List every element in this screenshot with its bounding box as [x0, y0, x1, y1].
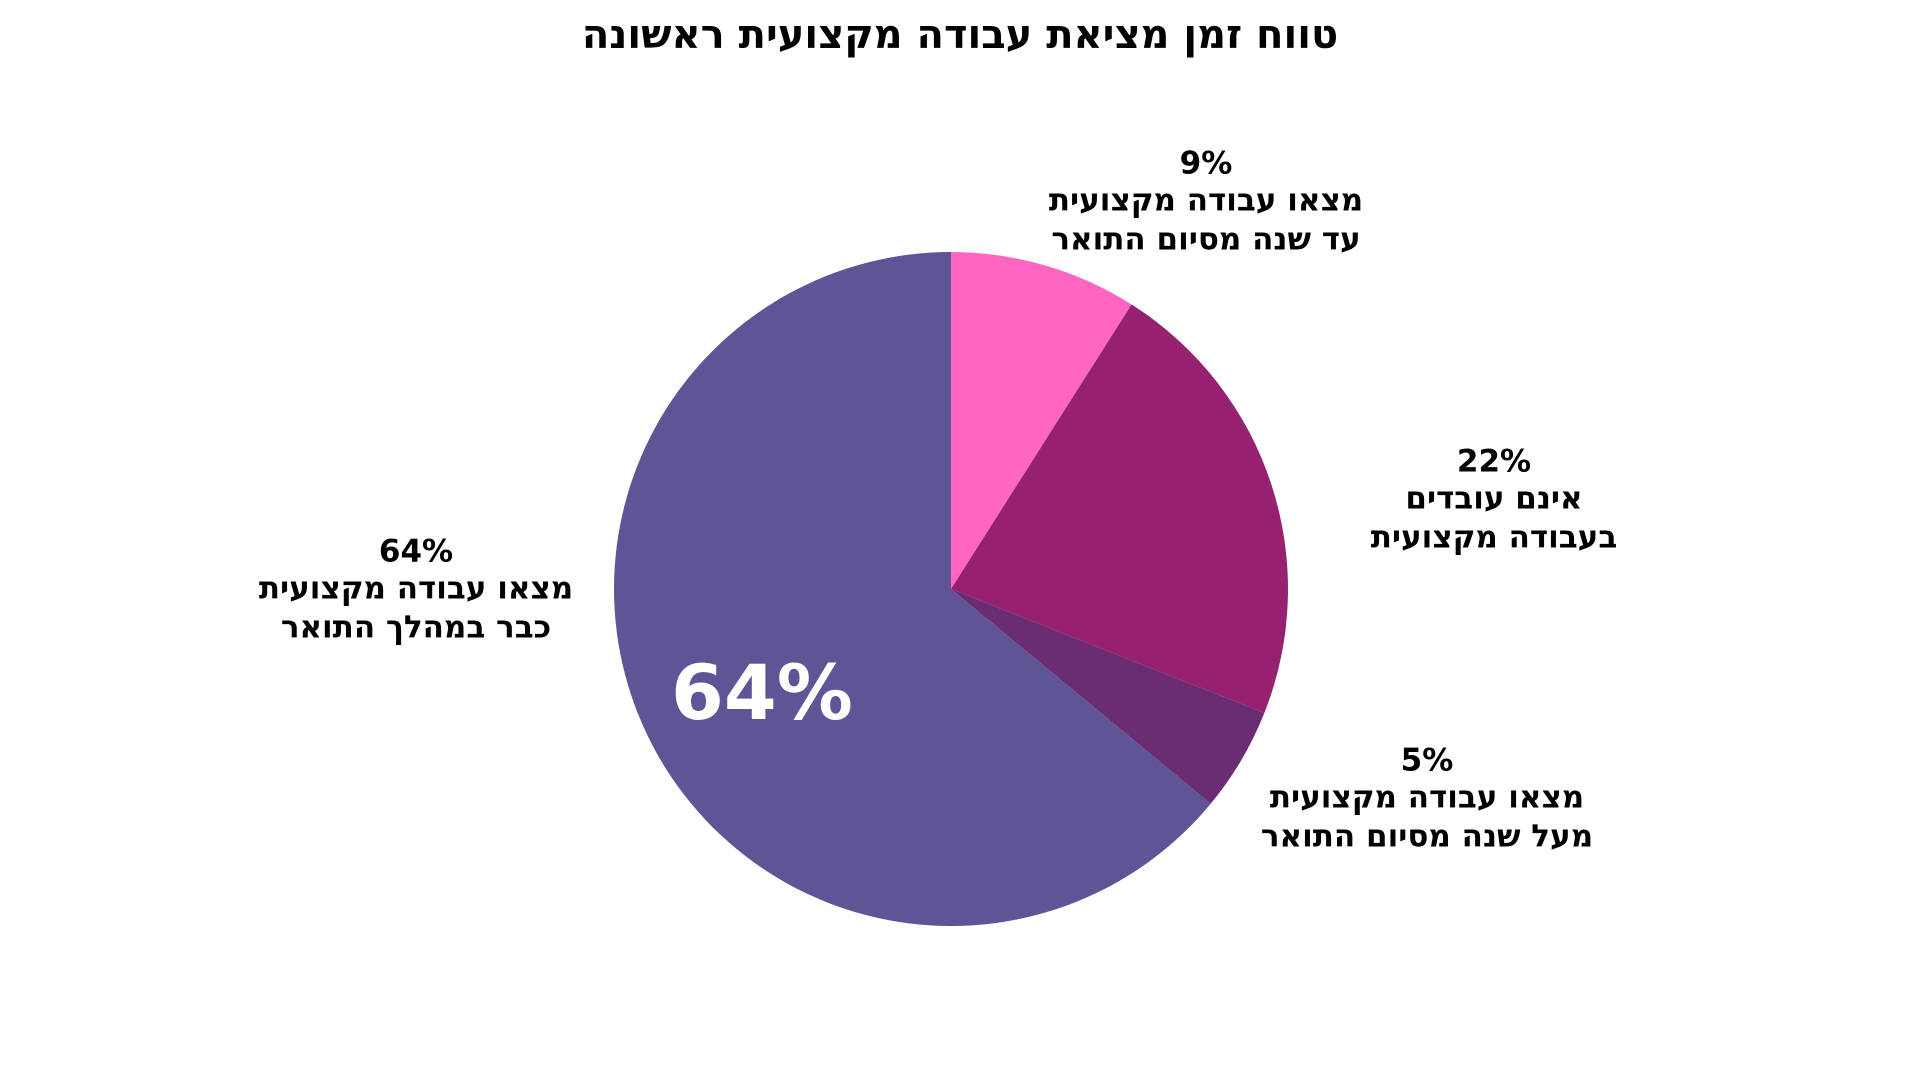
- pie-slice: [951, 304, 1288, 714]
- slice-label: מעל שנה מסיום התואר: [1261, 819, 1593, 855]
- slice-value-label: 22%: [1457, 444, 1531, 480]
- slice-label: עד שנה מסיום התואר: [1051, 222, 1360, 258]
- slice-label: מצאו עבודה מקצועית: [259, 571, 573, 607]
- slice-value-label: 5%: [1401, 743, 1454, 779]
- chart-title: טווח זמן מציאת עבודה מקצועית ראשונה: [582, 12, 1338, 58]
- slice-inner-label: 64%: [671, 648, 853, 737]
- slice-label: אינם עובדים: [1405, 481, 1582, 517]
- slice-value-label: 64%: [379, 534, 453, 570]
- slice-label: מצאו עבודה מקצועית: [1049, 183, 1363, 219]
- pie-slice: [613, 252, 1211, 927]
- pie-slice: [951, 589, 1265, 804]
- slice-label: מצאו עבודה מקצועית: [1270, 780, 1584, 816]
- slice-label: בעבודה מקצועית: [1371, 520, 1618, 556]
- slice-label: כבר במהלך התואר: [281, 610, 551, 646]
- slice-value-label: 9%: [1180, 146, 1233, 182]
- pie-slice: [951, 252, 1132, 589]
